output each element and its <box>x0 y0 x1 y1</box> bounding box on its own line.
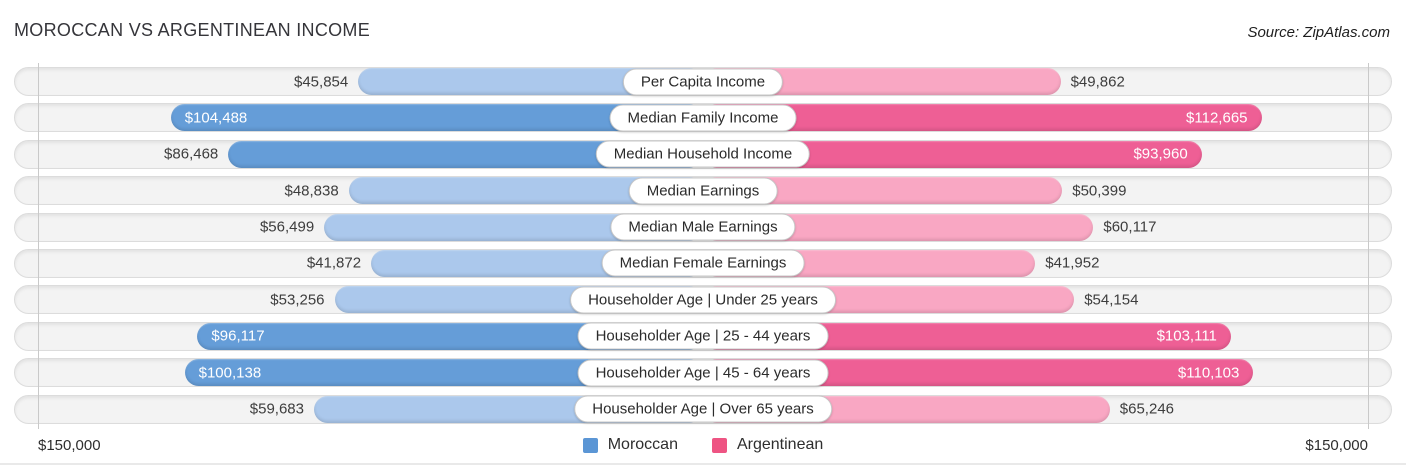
value-label: $54,154 <box>1084 291 1139 309</box>
value-label: $104,488 <box>184 109 248 127</box>
category-label: Householder Age | Over 65 years <box>574 395 832 423</box>
category-label: Median Female Earnings <box>601 249 805 277</box>
category-label: Median Male Earnings <box>610 213 796 241</box>
category-label: Median Earnings <box>628 177 778 205</box>
chart-row: $53,256 $54,154 Householder Age | Under 25… <box>14 285 1392 315</box>
source-credit: Source: ZipAtlas.com <box>1247 24 1390 41</box>
chart-row: $48,838 $50,399 Median Earnings <box>14 176 1392 206</box>
category-label: Median Household Income <box>595 140 811 168</box>
value-label: $112,665 <box>1186 109 1248 127</box>
chart-row: $96,117 $103,111 Householder Age | 25 - 44… <box>14 321 1392 351</box>
category-label: Per Capita Income <box>622 68 784 95</box>
chart-row: $104,488 $112,665 Median Family Income <box>14 103 1392 133</box>
chart-rows: $45,854 $49,862 Per Capita Income $104,488 $… <box>14 67 1392 424</box>
chart-area: $45,854 $49,862 Per Capita Income $104,488 $… <box>14 63 1392 429</box>
legend-swatch-moroccan <box>582 437 598 453</box>
category-label: Householder Age | 45 - 64 years <box>577 359 829 387</box>
value-label: $48,838 <box>284 182 339 200</box>
axis-row: $150,000 Moroccan Argentinean $150,000 <box>0 434 1406 456</box>
legend-swatch-argentinean <box>711 437 727 453</box>
category-label: Householder Age | 25 - 44 years <box>577 322 829 350</box>
gridline-right <box>1368 63 1370 429</box>
value-label: $103,111 <box>1156 327 1217 345</box>
legend-label-argentinean: Argentinean <box>736 436 824 453</box>
chart-row: $45,854 $49,862 Per Capita Income <box>14 67 1392 96</box>
value-label: $41,872 <box>306 254 362 272</box>
chart-row: $59,683 $65,246 Householder Age | Over 65 … <box>14 394 1392 424</box>
chart-row: $56,499 $60,117 Median Male Earnings <box>14 212 1392 242</box>
chart-row: $100,138 $110,103 Householder Age | 45 - 6… <box>14 358 1392 388</box>
legend: Moroccan Argentinean <box>582 436 824 454</box>
value-label: $49,862 <box>1070 73 1125 90</box>
legend-label-moroccan: Moroccan <box>607 436 678 453</box>
value-label: $50,399 <box>1072 182 1127 200</box>
value-label: $59,683 <box>249 400 304 418</box>
category-label: Householder Age | Under 25 years <box>570 286 836 314</box>
bottom-divider <box>0 463 1406 465</box>
value-label: $60,117 <box>1103 218 1157 236</box>
chart-row: $41,872 $41,952 Median Female Earnings <box>14 248 1392 278</box>
category-label: Median Family Income <box>609 104 797 132</box>
value-label: $96,117 <box>211 327 265 345</box>
value-label: $100,138 <box>198 364 262 382</box>
value-label: $56,499 <box>259 218 315 236</box>
value-label: $41,952 <box>1045 254 1100 272</box>
value-label: $93,960 <box>1133 145 1188 163</box>
value-label: $110,103 <box>1177 364 1240 382</box>
gridline-left <box>37 63 39 429</box>
value-label: $53,256 <box>270 291 325 309</box>
value-label: $86,468 <box>164 145 219 163</box>
chart-row: $86,468 $93,960 Median Household Income <box>14 139 1392 169</box>
axis-label-left: $150,000 <box>38 436 101 454</box>
value-label: $45,854 <box>294 73 349 90</box>
page-title: MOROCCAN VS ARGENTINEAN INCOME <box>14 20 371 40</box>
axis-label-right: $150,000 <box>1305 436 1368 454</box>
value-label: $65,246 <box>1119 400 1175 418</box>
chart-header: MOROCCAN VS ARGENTINEAN INCOME Source: Z… <box>0 0 1406 41</box>
